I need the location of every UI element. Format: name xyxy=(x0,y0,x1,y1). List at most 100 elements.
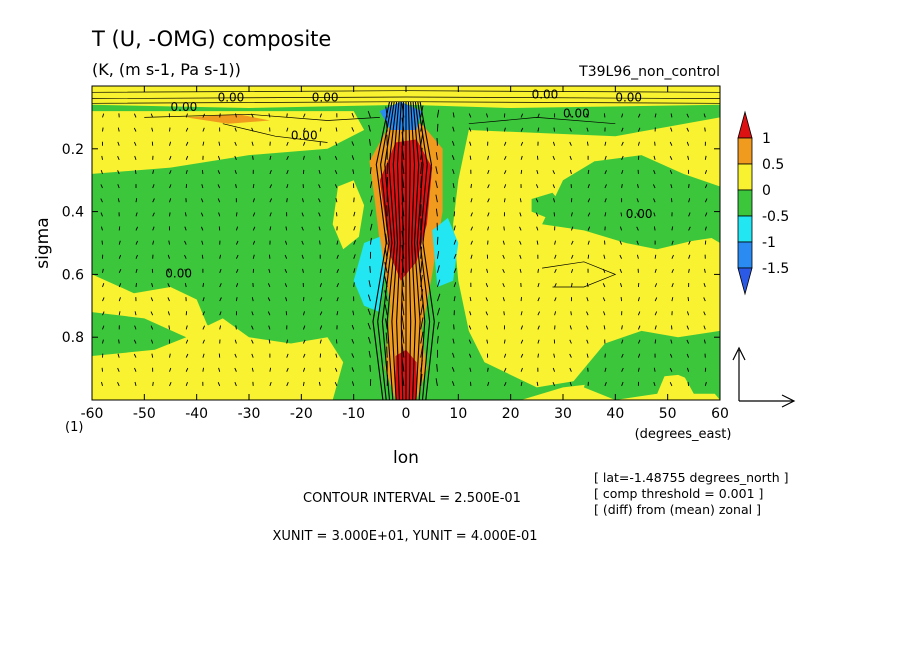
wind-vector xyxy=(637,127,641,132)
wind-vector xyxy=(520,367,523,372)
wind-vector xyxy=(302,353,306,358)
wind-vector xyxy=(503,367,507,372)
wind-vector xyxy=(151,282,154,288)
wind-vector xyxy=(401,244,405,259)
wind-vector xyxy=(302,198,304,203)
x-tick-label: 60 xyxy=(711,406,729,422)
wind-vector xyxy=(586,141,589,146)
wind-vector xyxy=(351,339,355,344)
wind-vector xyxy=(552,184,556,189)
wind-vector xyxy=(671,297,674,302)
wind-vector xyxy=(336,283,340,288)
wind-vector xyxy=(318,212,321,217)
wind-vector xyxy=(217,184,221,189)
wind-vector xyxy=(335,353,338,358)
wind-vector xyxy=(319,240,321,245)
core-contour-13 xyxy=(419,101,435,400)
wind-vector xyxy=(487,198,490,203)
wind-vector xyxy=(519,240,522,245)
wind-vector xyxy=(218,367,221,372)
wind-vector xyxy=(219,268,222,273)
wind-vector xyxy=(150,339,154,344)
wind-vector xyxy=(688,184,690,189)
wind-vector xyxy=(268,254,271,259)
wind-vector xyxy=(285,311,288,316)
wind-vector xyxy=(267,311,271,316)
wind-vector xyxy=(620,282,623,288)
wind-vector xyxy=(401,315,405,330)
wind-vector xyxy=(286,184,289,189)
wind-vector xyxy=(284,283,288,288)
wind-vector xyxy=(520,155,523,160)
wind-vector xyxy=(435,166,438,174)
wind-vector xyxy=(453,239,457,245)
wind-vector xyxy=(201,254,204,259)
wind-vector xyxy=(235,297,238,302)
wind-vector xyxy=(251,311,254,316)
wind-vector xyxy=(135,212,138,217)
wind-vector xyxy=(117,367,120,372)
wind-vector xyxy=(219,325,222,330)
wind-vector xyxy=(503,141,507,146)
x-tick-label: -10 xyxy=(342,406,365,422)
wind-vector xyxy=(604,353,606,358)
wind-vector xyxy=(284,240,288,245)
wind-vector xyxy=(367,322,371,330)
wind-vector xyxy=(101,381,103,387)
wind-vector xyxy=(688,212,691,217)
colorbar-label: 0.5 xyxy=(762,157,784,173)
wind-vector xyxy=(152,240,155,245)
wind-vector xyxy=(319,311,323,316)
wind-vector xyxy=(686,339,690,344)
wind-vector xyxy=(587,198,591,203)
wind-vector xyxy=(653,198,656,203)
wind-vector xyxy=(636,198,639,203)
wind-vector xyxy=(235,283,239,288)
wind-vector xyxy=(251,113,254,118)
wind-vector xyxy=(202,141,205,146)
wind-vector xyxy=(502,283,505,288)
wind-vector xyxy=(452,126,455,132)
wind-vector xyxy=(369,266,371,273)
wind-vector xyxy=(688,226,691,231)
wind-vector xyxy=(267,297,271,302)
contour-label-4: 0.00 xyxy=(532,88,559,102)
wind-vector xyxy=(621,381,624,387)
wind-vector xyxy=(436,279,441,288)
wind-vector xyxy=(202,325,206,330)
wind-vector xyxy=(353,197,355,203)
wind-vector xyxy=(351,324,355,330)
x-tick-label: -60 xyxy=(81,406,104,422)
wind-vector xyxy=(569,127,572,132)
wind-vector xyxy=(636,254,639,259)
contour-line-4 xyxy=(92,96,720,99)
wind-vector xyxy=(384,276,388,288)
wind-vector xyxy=(469,155,472,160)
wind-vector xyxy=(536,381,539,386)
wind-vector xyxy=(487,155,489,160)
colorbar-label: -1.5 xyxy=(762,261,789,277)
wind-vector xyxy=(435,180,438,189)
wind-vector xyxy=(184,212,187,217)
wind-vector xyxy=(184,282,187,288)
wind-vector xyxy=(536,155,539,160)
core-contour-11 xyxy=(414,101,426,400)
wind-vector xyxy=(318,169,321,175)
wind-vector xyxy=(570,254,574,259)
x-tick-label: 30 xyxy=(554,406,572,422)
contour-label-3: 0.00 xyxy=(291,128,318,142)
wind-vector xyxy=(703,113,706,118)
wind-vector xyxy=(401,117,405,132)
wind-vector xyxy=(384,290,388,302)
wind-vector xyxy=(251,297,254,302)
wind-vector xyxy=(604,155,607,160)
wind-vector xyxy=(420,331,424,344)
core-contour-4 xyxy=(391,101,400,400)
wind-vector xyxy=(401,202,405,217)
wind-vector xyxy=(587,212,591,217)
wind-vector xyxy=(269,155,272,160)
wind-vector xyxy=(286,141,289,146)
wind-vector xyxy=(586,297,589,302)
wind-vector xyxy=(520,339,524,344)
wind-vector xyxy=(653,170,656,175)
